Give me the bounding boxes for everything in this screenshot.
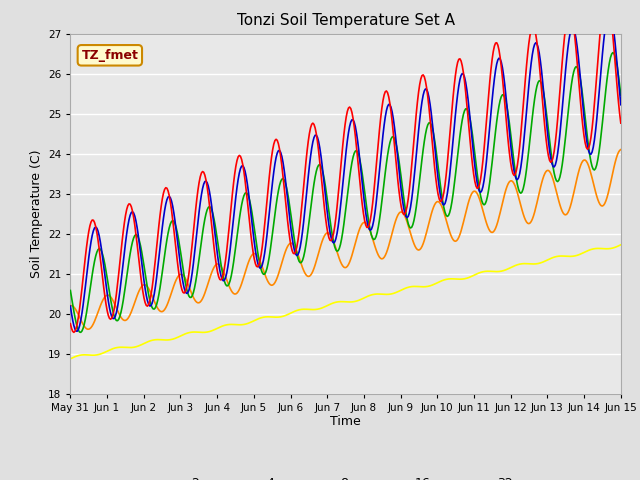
Title: Tonzi Soil Temperature Set A: Tonzi Soil Temperature Set A bbox=[237, 13, 454, 28]
32cm bbox=[238, 322, 246, 328]
4cm bbox=[67, 303, 74, 309]
8cm bbox=[300, 254, 307, 260]
Text: TZ_fmet: TZ_fmet bbox=[81, 49, 138, 62]
Line: 4cm: 4cm bbox=[70, 12, 621, 331]
Line: 2cm: 2cm bbox=[70, 0, 621, 332]
16cm bbox=[84, 326, 92, 332]
2cm bbox=[472, 183, 480, 189]
32cm bbox=[566, 253, 574, 259]
4cm bbox=[74, 328, 81, 334]
8cm bbox=[239, 197, 246, 203]
4cm bbox=[402, 214, 410, 219]
Line: 32cm: 32cm bbox=[70, 245, 621, 359]
X-axis label: Time: Time bbox=[330, 415, 361, 429]
Line: 8cm: 8cm bbox=[70, 53, 621, 332]
16cm bbox=[568, 200, 575, 205]
32cm bbox=[471, 272, 479, 277]
16cm bbox=[300, 267, 307, 273]
16cm bbox=[472, 189, 480, 195]
8cm bbox=[568, 82, 575, 88]
2cm bbox=[70, 329, 77, 335]
8cm bbox=[617, 92, 625, 98]
16cm bbox=[376, 254, 383, 260]
2cm bbox=[568, 11, 575, 16]
4cm bbox=[605, 9, 613, 15]
8cm bbox=[67, 288, 74, 293]
4cm bbox=[568, 26, 575, 32]
8cm bbox=[376, 216, 383, 222]
8cm bbox=[609, 50, 616, 56]
8cm bbox=[472, 161, 480, 167]
32cm bbox=[67, 356, 74, 361]
4cm bbox=[300, 219, 307, 225]
4cm bbox=[472, 172, 480, 178]
16cm bbox=[67, 303, 74, 309]
2cm bbox=[67, 321, 74, 326]
4cm bbox=[617, 102, 625, 108]
16cm bbox=[402, 216, 410, 222]
32cm bbox=[401, 286, 408, 291]
Legend: 2cm, 4cm, 8cm, 16cm, 32cm: 2cm, 4cm, 8cm, 16cm, 32cm bbox=[154, 472, 538, 480]
8cm bbox=[402, 210, 410, 216]
16cm bbox=[617, 147, 625, 153]
32cm bbox=[374, 291, 382, 297]
Line: 16cm: 16cm bbox=[70, 150, 621, 329]
32cm bbox=[299, 306, 307, 312]
Y-axis label: Soil Temperature (C): Soil Temperature (C) bbox=[29, 149, 43, 278]
2cm bbox=[239, 162, 246, 168]
4cm bbox=[376, 167, 383, 173]
2cm bbox=[300, 183, 307, 189]
4cm bbox=[239, 163, 246, 168]
2cm bbox=[376, 127, 383, 132]
32cm bbox=[617, 242, 625, 248]
8cm bbox=[77, 329, 84, 335]
16cm bbox=[239, 277, 246, 283]
2cm bbox=[402, 209, 410, 215]
2cm bbox=[617, 120, 625, 126]
